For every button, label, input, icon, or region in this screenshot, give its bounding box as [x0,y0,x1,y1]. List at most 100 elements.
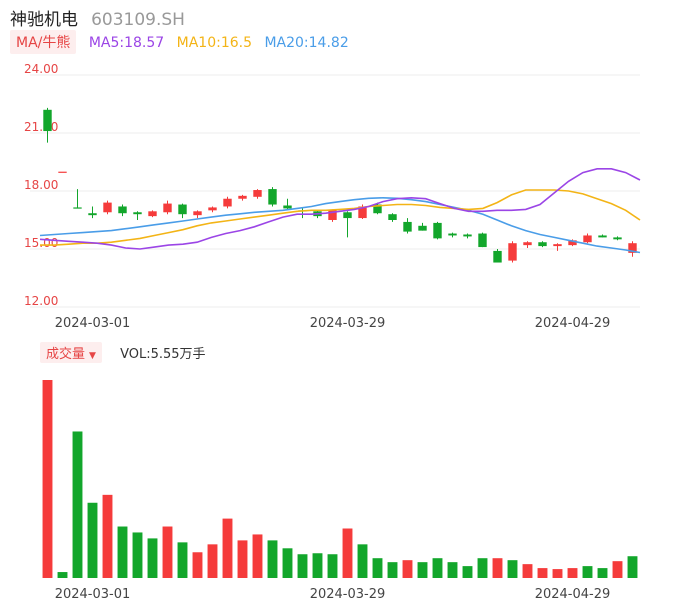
volume-bar [537,568,548,578]
chevron-down-icon: ▼ [89,351,96,361]
volume-bar [462,566,473,578]
ma20-line [39,196,641,254]
candle-body [553,244,562,247]
y-tick-label: 12.00 [24,294,58,308]
candle-body [433,222,442,239]
candle [598,234,607,238]
ma-legend: MA/牛熊 MA5:18.57 MA10:16.5 MA20:14.82 [10,30,349,54]
volume-bar [342,528,353,578]
candle-body [358,206,367,219]
candle [58,171,67,173]
candle-body [253,190,262,197]
volume-bar [72,431,83,578]
candle [433,221,442,240]
candle-body [238,195,247,199]
candle [373,202,382,215]
ma-type-selector[interactable]: MA/牛熊 [10,30,77,54]
candle-body [148,211,157,217]
candle [493,249,502,263]
candle-body [193,211,202,216]
candle-body [628,243,637,253]
candle-body [118,206,127,214]
candle-body [178,204,187,215]
candle [448,232,457,238]
candle-body [598,235,607,238]
candle [343,211,352,238]
candle-body [403,221,412,232]
candle-body [523,242,532,246]
candle-body [133,212,142,215]
volume-bar [222,518,233,578]
volume-bar [477,558,488,578]
volume-bar [402,560,413,578]
candle-body [583,235,592,243]
volume-bar [282,548,293,578]
candle [283,198,292,211]
candle-body [268,189,277,205]
candle-body [568,240,577,246]
x-tick-label: 2024-03-29 [310,587,386,602]
candle [148,210,157,218]
volume-bar [312,553,323,578]
candle [103,200,112,215]
candle [613,236,622,241]
candle [118,204,127,217]
volume-bar [267,540,278,578]
x-tick-label: 2024-04-29 [535,316,611,331]
candle [508,241,517,263]
indicator-selector[interactable]: 成交量 ▼ [40,342,102,363]
candle [223,196,232,209]
y-tick-label: 18.00 [24,178,58,192]
candle-body [88,213,97,216]
stock-name: 神驰机电 [10,10,78,30]
candle [253,189,262,199]
candle [403,218,412,234]
candle [193,210,202,219]
volume-bar [432,558,443,578]
volume-bar [597,568,608,578]
volume-bar [567,568,578,578]
candle [133,211,142,220]
candle [538,241,547,248]
candle-body [463,234,472,237]
volume-bar [582,566,593,578]
volume-bar [87,502,98,578]
stock-header: 神驰机电 603109.SH [10,5,185,30]
candle [583,233,592,244]
candle-body [613,237,622,240]
candle-body [283,205,292,209]
candle [43,107,52,143]
candle-body [388,214,397,220]
candle-body [448,233,457,236]
candle [238,194,247,201]
candle [478,232,487,248]
candle-body [478,233,487,248]
volume-bar [387,562,398,578]
candle [523,241,532,249]
volume-bar [357,544,368,578]
volume-bar [507,560,518,578]
candle-body [493,250,502,263]
candle [163,200,172,215]
volume-bar [237,540,248,578]
ma10-legend: MA10:16.5 [176,35,252,51]
volume-bar [417,562,428,578]
candle-body [418,225,427,231]
candle-body [208,207,217,211]
volume-bar [102,494,113,578]
candle [418,222,427,231]
volume-bar [147,538,158,578]
y-tick-label: 21.00 [24,120,58,134]
candle [463,233,472,239]
candle [628,241,637,257]
volume-bar [627,556,638,578]
candle-body [328,210,337,220]
volume-bar [57,572,68,578]
candle-body [373,204,382,214]
candle [178,203,187,219]
candle [328,209,337,222]
ma5-line [39,168,641,250]
volume-bar [372,558,383,578]
candle-body [508,243,517,261]
